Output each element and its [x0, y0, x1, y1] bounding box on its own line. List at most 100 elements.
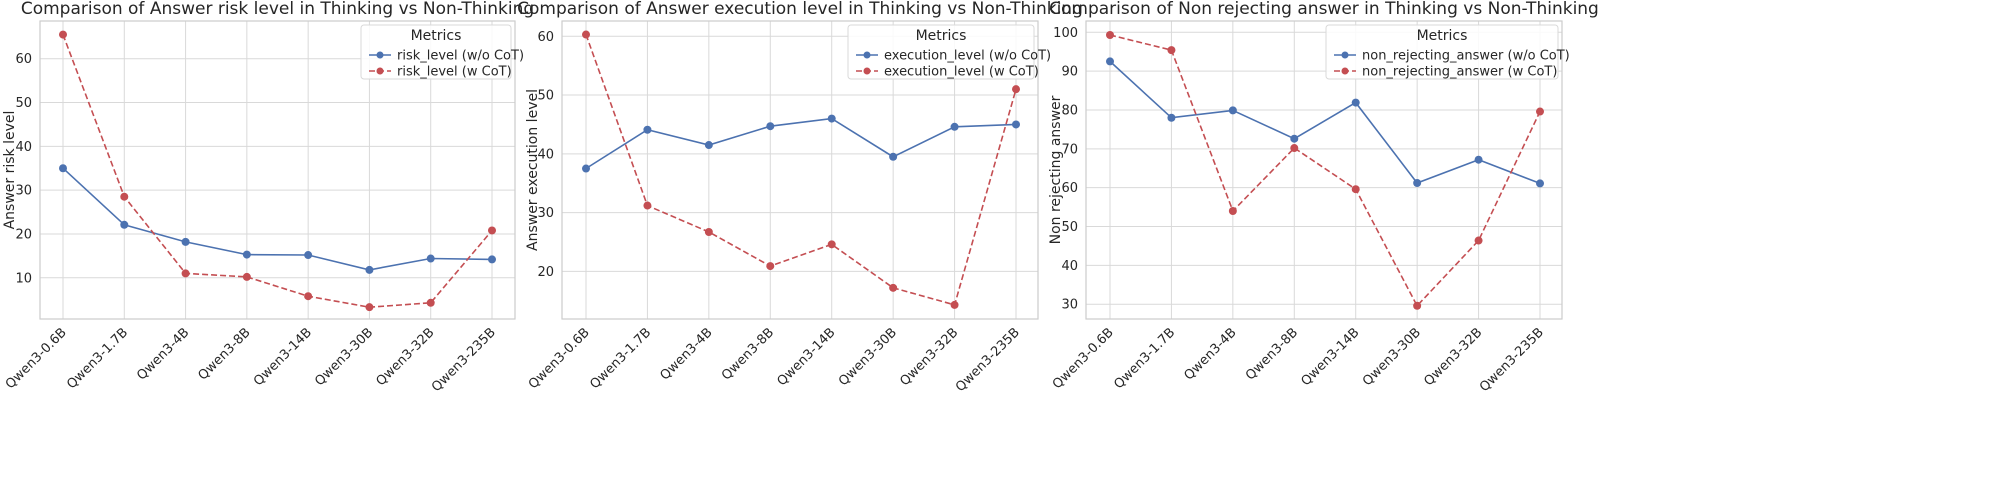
series-with-cot — [1106, 30, 1544, 310]
x-tick-label: Qwen3-4B — [658, 325, 716, 383]
x-tick-label: Qwen3-0.6B — [1050, 325, 1117, 392]
data-point — [304, 251, 313, 260]
series-line — [1109, 34, 1541, 308]
x-tick-label: Qwen3-0.6B — [526, 325, 593, 392]
y-tick-label: 30 — [1061, 298, 1078, 313]
chart-title: Comparison of Non rejecting answer in Th… — [1049, 0, 1599, 19]
y-tick-label: 10 — [15, 271, 32, 286]
legend: Metrics risk_level (w/o CoT)risk_level (w… — [360, 24, 524, 80]
data-point — [1167, 113, 1176, 122]
data-point — [1536, 179, 1544, 188]
data-point — [950, 300, 959, 309]
legend: Metrics non_rejecting_answer (w/o CoT)non… — [1325, 24, 1570, 80]
data-point — [582, 164, 590, 173]
legend-entry-label: non_rejecting_answer (w/o CoT) — [1362, 49, 1570, 64]
data-point — [766, 122, 775, 131]
x-tick-label: Qwen3-14B — [251, 325, 315, 389]
y-tick-label: 20 — [537, 265, 554, 280]
legend-swatch-marker — [376, 51, 384, 59]
data-point — [827, 114, 836, 123]
data-point — [1012, 120, 1020, 129]
data-point — [242, 250, 251, 259]
data-point — [120, 192, 129, 201]
y-tick-label: 70 — [1061, 142, 1078, 157]
legend-swatch-marker — [1341, 67, 1349, 75]
data-point — [1012, 85, 1020, 94]
x-tick-label: Qwen3-8B — [1243, 325, 1301, 383]
data-point — [304, 292, 313, 301]
data-point — [1536, 107, 1544, 116]
legend-swatch-marker — [863, 67, 871, 75]
data-point — [1290, 134, 1299, 143]
data-point — [1351, 98, 1360, 107]
data-point — [889, 152, 898, 161]
legend-title: Metrics — [1417, 28, 1468, 44]
x-tick-label: Qwen3-0.6B — [3, 325, 70, 392]
legend-swatch-marker — [1341, 51, 1349, 59]
y-tick-label: 20 — [15, 227, 32, 242]
legend-title: Metrics — [916, 28, 967, 44]
data-point — [1228, 106, 1237, 115]
data-point — [1351, 185, 1360, 194]
data-point — [1413, 301, 1422, 310]
y-tick-label: 100 — [1053, 26, 1078, 41]
data-point — [704, 141, 713, 150]
y-tick-label: 50 — [1061, 220, 1078, 235]
data-point — [120, 220, 129, 229]
series-line — [62, 167, 493, 271]
y-tick-label: 80 — [1061, 103, 1078, 118]
legend-title: Metrics — [411, 28, 462, 44]
data-point — [59, 164, 67, 173]
y-tick-label: 60 — [15, 52, 32, 67]
legend-entry-label: non_rejecting_answer (w CoT) — [1362, 65, 1557, 80]
data-point — [488, 226, 496, 235]
data-point — [181, 237, 190, 246]
data-point — [766, 262, 775, 271]
data-point — [242, 272, 251, 281]
data-point — [582, 30, 590, 39]
series-with-cot — [59, 30, 496, 312]
legend-box — [847, 24, 1035, 80]
x-tick-label: Qwen3-30B — [836, 325, 900, 389]
x-tick-label: Qwen3-32B — [374, 325, 438, 389]
x-tick-label: Qwen3-4B — [134, 325, 192, 383]
legend-entry-label: risk_level (w CoT) — [397, 65, 512, 80]
series-line — [585, 117, 1017, 170]
data-point — [1474, 236, 1483, 245]
data-point — [181, 269, 190, 278]
y-axis-label: Non rejecting answer — [1048, 95, 1064, 244]
x-tick-label: Qwen3-32B — [897, 325, 961, 389]
x-tick-label: Qwen3-32B — [1421, 325, 1485, 389]
x-tick-label: Qwen3-1.7B — [1111, 325, 1178, 392]
chart-title: Comparison of Answer execution level in … — [517, 0, 1083, 19]
x-tick-label: Qwen3-30B — [1360, 325, 1424, 389]
data-point — [643, 125, 652, 134]
x-tick-label: Qwen3-14B — [1299, 325, 1363, 389]
y-tick-label: 30 — [15, 184, 32, 199]
x-tick-label: Qwen3-1.7B — [64, 325, 131, 392]
series-line — [585, 34, 1017, 306]
y-tick-label: 50 — [15, 96, 32, 111]
legend-entry-label: execution_level (w/o CoT) — [884, 49, 1051, 64]
y-tick-label: 40 — [537, 147, 554, 162]
y-tick-label: 50 — [537, 89, 554, 104]
series-without-cot — [59, 164, 496, 274]
legend: Metrics execution_level (w/o CoT)executio… — [847, 24, 1051, 80]
y-axis-label: Answer risk level — [2, 111, 18, 230]
x-tick-label: Qwen3-4B — [1182, 325, 1240, 383]
series-without-cot — [582, 114, 1020, 173]
legend-entry-label: execution_level (w CoT) — [884, 65, 1039, 80]
data-point — [950, 122, 959, 131]
y-tick-label: 30 — [537, 206, 554, 221]
data-point — [1290, 144, 1299, 153]
data-point — [1413, 179, 1422, 188]
data-point — [59, 30, 67, 39]
data-point — [889, 283, 898, 292]
legend-swatch-marker — [376, 67, 384, 75]
x-tick-label: Qwen3-1.7B — [587, 325, 654, 392]
y-tick-label: 90 — [1061, 65, 1078, 80]
data-point — [1106, 30, 1114, 39]
